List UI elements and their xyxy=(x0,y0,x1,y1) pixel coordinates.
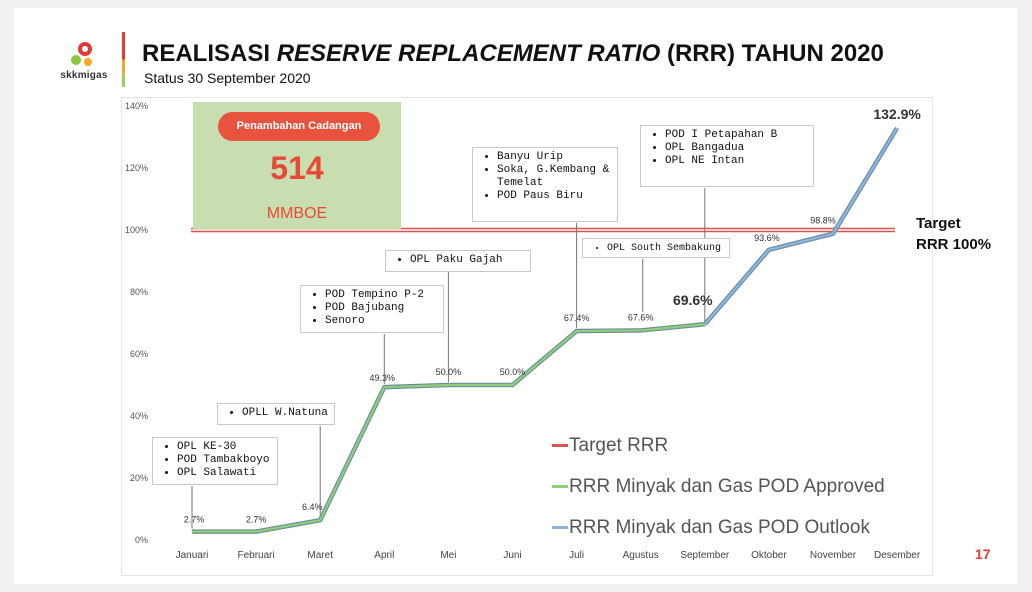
callout-maret: OPLL W.Natuna xyxy=(217,403,335,425)
data-label: 50.0% xyxy=(436,367,462,377)
callout-item: POD I Petapahan B xyxy=(665,129,807,142)
x-tick-label: Oktober xyxy=(751,550,787,561)
data-label: 98.8% xyxy=(810,216,836,226)
page-subtitle: Status 30 September 2020 xyxy=(144,70,311,86)
y-tick-label: 0% xyxy=(135,535,148,545)
callout-item: Senoro xyxy=(325,315,437,328)
page-number: 17 xyxy=(975,546,991,562)
callout-item: POD Bajubang xyxy=(325,302,437,315)
x-tick-label: Juli xyxy=(569,550,584,561)
callout-item: OPLL W.Natuna xyxy=(242,407,328,420)
reserve-addition-badge: Penambahan Cadangan xyxy=(218,112,380,141)
callout-april: POD Tempino P-2POD BajubangSenoro xyxy=(300,285,444,333)
legend-item-approved: RRR Minyak dan Gas POD Approved xyxy=(552,466,885,507)
y-tick-label: 140% xyxy=(125,101,148,111)
x-tick-label: September xyxy=(680,550,730,561)
callout-item: OPL Bangadua xyxy=(665,142,807,155)
x-tick-label: Juni xyxy=(503,550,521,561)
x-tick-label: November xyxy=(810,550,857,561)
callout-september: POD I Petapahan BOPL BangaduaOPL NE Inta… xyxy=(640,125,814,187)
x-tick-label: Desember xyxy=(874,550,921,561)
title-accent-bar xyxy=(122,32,125,87)
reserve-addition-unit: MMBOE xyxy=(266,205,328,222)
callout-item: OPL Salawati xyxy=(177,467,271,480)
legend-label: RRR Minyak dan Gas POD Approved xyxy=(569,476,885,497)
callout-item: POD Tempino P-2 xyxy=(325,289,437,302)
callout-item: Banyu Urip xyxy=(497,151,611,164)
data-label: 93.6% xyxy=(754,233,780,243)
x-tick-label: Mei xyxy=(440,550,456,561)
logo-text: skkmigas xyxy=(60,70,108,81)
callout-mei: OPL Paku Gajah xyxy=(385,250,531,272)
legend-label: RRR Minyak dan Gas POD Outlook xyxy=(569,517,870,538)
callout-item: OPL KE-30 xyxy=(177,441,271,454)
data-label: 67.4% xyxy=(564,313,590,323)
x-tick-label: Januari xyxy=(176,550,209,561)
y-tick-label: 100% xyxy=(125,225,148,235)
approved-series-line xyxy=(192,323,705,533)
legend-label: Target RRR xyxy=(569,435,669,456)
outlook-series-line xyxy=(703,127,899,325)
y-tick-label: 120% xyxy=(125,163,148,173)
callout-item: OPL Paku Gajah xyxy=(410,254,524,267)
callout-item: POD Tambakboyo xyxy=(177,454,271,467)
chart-legend: Target RRR RRR Minyak dan Gas POD Approv… xyxy=(552,425,885,548)
data-label: 6.4% xyxy=(302,502,323,512)
data-label: 2.7% xyxy=(246,515,267,525)
x-tick-label: April xyxy=(374,550,394,561)
title-text-italic: RESERVE REPLACEMENT RATIO xyxy=(276,40,661,67)
x-tick-label: Februari xyxy=(237,550,274,561)
callout-januari: OPL KE-30POD TambakboyoOPL Salawati xyxy=(152,437,278,485)
x-tick-label: Agustus xyxy=(623,550,659,561)
title-text-1: REALISASI xyxy=(142,40,277,67)
callout-item: OPL NE Intan xyxy=(665,155,807,168)
callout-item: POD Paus Biru xyxy=(497,190,611,203)
data-label: 2.7% xyxy=(184,515,205,525)
target-label-line2: RRR 100% xyxy=(916,236,992,253)
data-label: 67.6% xyxy=(628,312,654,322)
legend-swatch xyxy=(552,526,568,529)
callout-juli: Banyu UripSoka, G.Kembang & TemelatPOD P… xyxy=(472,147,618,222)
title-text-2: (RRR) TAHUN 2020 xyxy=(660,40,884,67)
page-title: REALISASI RESERVE REPLACEMENT RATIO (RRR… xyxy=(142,40,884,68)
callout-item: Soka, G.Kembang & Temelat xyxy=(497,164,611,190)
logo-mark-icon xyxy=(71,42,92,66)
data-label: 49.3% xyxy=(370,373,396,383)
y-tick-label: 40% xyxy=(130,411,148,421)
data-label: 50.0% xyxy=(500,367,526,377)
reserve-addition-value: 514 xyxy=(270,150,324,186)
legend-item-outlook: RRR Minyak dan Gas POD Outlook xyxy=(552,507,885,548)
skkmigas-logo: skkmigas xyxy=(52,40,116,82)
legend-item-target: Target RRR xyxy=(552,425,885,466)
data-label: 69.6% xyxy=(673,292,713,308)
callout-item: OPL South Sembakung xyxy=(607,242,723,255)
target-label-line1: Target xyxy=(916,215,961,232)
data-label: 132.9% xyxy=(873,106,921,122)
y-tick-label: 80% xyxy=(130,287,148,297)
callout-agustus: OPL South Sembakung xyxy=(582,238,730,258)
y-tick-label: 20% xyxy=(130,473,148,483)
y-tick-label: 60% xyxy=(130,349,148,359)
target-label: Target RRR 100% xyxy=(916,213,991,255)
legend-swatch xyxy=(552,444,568,447)
x-tick-label: Maret xyxy=(307,550,333,561)
legend-swatch xyxy=(552,485,568,488)
